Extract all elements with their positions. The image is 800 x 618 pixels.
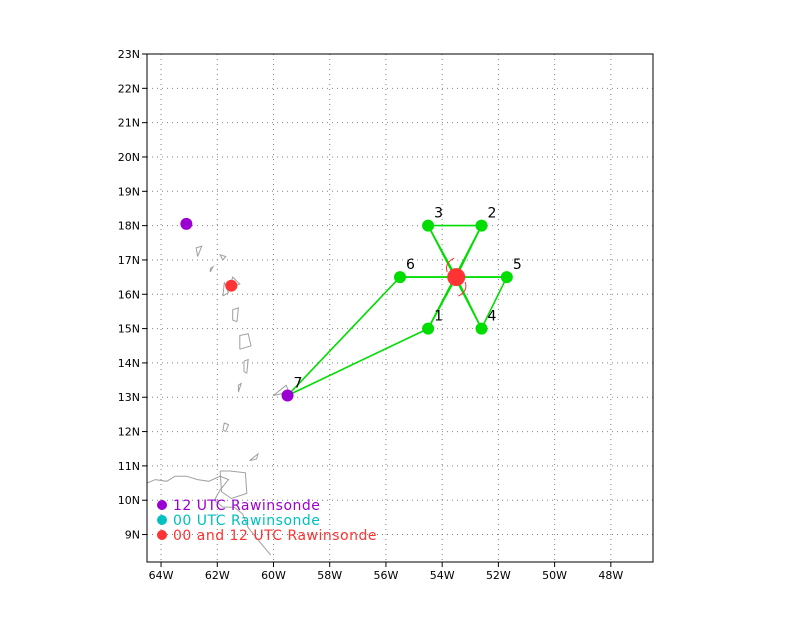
pattern-point-label-4: 4 — [488, 309, 497, 325]
pattern-points: 1 2 3 4 5 6 7 — [180, 206, 522, 402]
y-tick-label: 12N — [118, 426, 140, 439]
coastline — [147, 475, 272, 556]
coastline — [222, 422, 230, 433]
pattern-point-1 — [422, 322, 435, 335]
pattern-point-label-1: 1 — [434, 309, 443, 325]
y-tick-label: 22N — [118, 82, 140, 95]
y-tick-label: 10N — [118, 494, 140, 507]
pattern-point-3 — [422, 219, 435, 232]
y-tick-label: 17N — [118, 254, 140, 267]
y-tick-label: 9N — [125, 529, 140, 542]
x-tick-label: 62W — [205, 569, 230, 582]
plot-frame — [146, 53, 654, 563]
storm-center-marker — [447, 268, 466, 287]
pattern-point-5 — [500, 271, 513, 284]
rawinsonde-station — [225, 279, 238, 292]
y-tick-label: 23N — [118, 48, 140, 61]
center-arc-top — [446, 257, 455, 273]
legend-label-12utc: 12 UTC Rawinsonde — [173, 498, 320, 514]
flight-track — [287, 224, 509, 397]
legend-label-00utc: 00 UTC Rawinsonde — [173, 513, 320, 529]
y-tick-label: 18N — [118, 220, 140, 233]
rawinsonde-station — [180, 217, 193, 230]
legend-marker-00utc — [157, 515, 167, 525]
pattern-point-label-5: 5 — [513, 257, 522, 273]
pattern-point-6 — [394, 271, 406, 284]
coastline — [209, 265, 215, 273]
pattern-point-label-2: 2 — [488, 206, 497, 222]
y-tick-label: 11N — [118, 460, 140, 473]
x-tick-label: 56W — [374, 569, 399, 582]
x-tick-label: 52W — [486, 569, 511, 582]
legend-label-both: 00 and 12 UTC Rawinsonde — [173, 528, 377, 544]
pattern-point-7 — [281, 389, 294, 402]
coastline — [219, 253, 227, 261]
track-polyline — [287, 224, 509, 397]
y-tick-label: 13N — [118, 391, 140, 404]
center-arc-bottom — [457, 281, 467, 297]
pattern-point-label-3: 3 — [434, 206, 443, 222]
y-tick-label: 15N — [118, 323, 140, 336]
pattern-point-label-7: 7 — [294, 376, 303, 392]
y-tick-label: 21N — [118, 117, 140, 130]
pattern-point-2 — [475, 219, 488, 232]
track-spoke — [427, 276, 457, 329]
x-tick-label: 64W — [149, 569, 174, 582]
coastline — [237, 382, 243, 393]
coastline — [243, 358, 249, 374]
x-tick-label: 54W — [430, 569, 455, 582]
pattern-point-4 — [475, 322, 488, 335]
x-tick-label: 50W — [542, 569, 567, 582]
y-tick-label: 14N — [118, 357, 140, 370]
legend-marker-both — [157, 530, 167, 540]
y-tick-label: 16N — [118, 288, 140, 301]
pattern-point-label-6: 6 — [406, 257, 415, 273]
x-tick-label: 60W — [261, 569, 286, 582]
coastline — [195, 245, 203, 257]
legend-marker-12utc — [157, 500, 167, 510]
axis-ticks: 64W 62W 60W 58W 56W 54W 52W 50W 48W9N10N11N12N13… — [118, 48, 624, 582]
y-tick-label: 19N — [118, 185, 140, 198]
coastline — [232, 307, 239, 323]
coastline — [219, 470, 248, 500]
coastline — [239, 333, 252, 350]
track-spoke — [455, 276, 483, 329]
legend: 12 UTC Rawinsonde 00 UTC Rawinsonde 00 a… — [157, 498, 377, 544]
x-tick-label: 58W — [317, 569, 342, 582]
x-tick-label: 48W — [598, 569, 623, 582]
y-tick-label: 20N — [118, 151, 140, 164]
coastline — [249, 452, 259, 462]
track-spoke — [455, 225, 483, 278]
track-spoke — [427, 225, 457, 278]
coastline — [273, 384, 290, 396]
